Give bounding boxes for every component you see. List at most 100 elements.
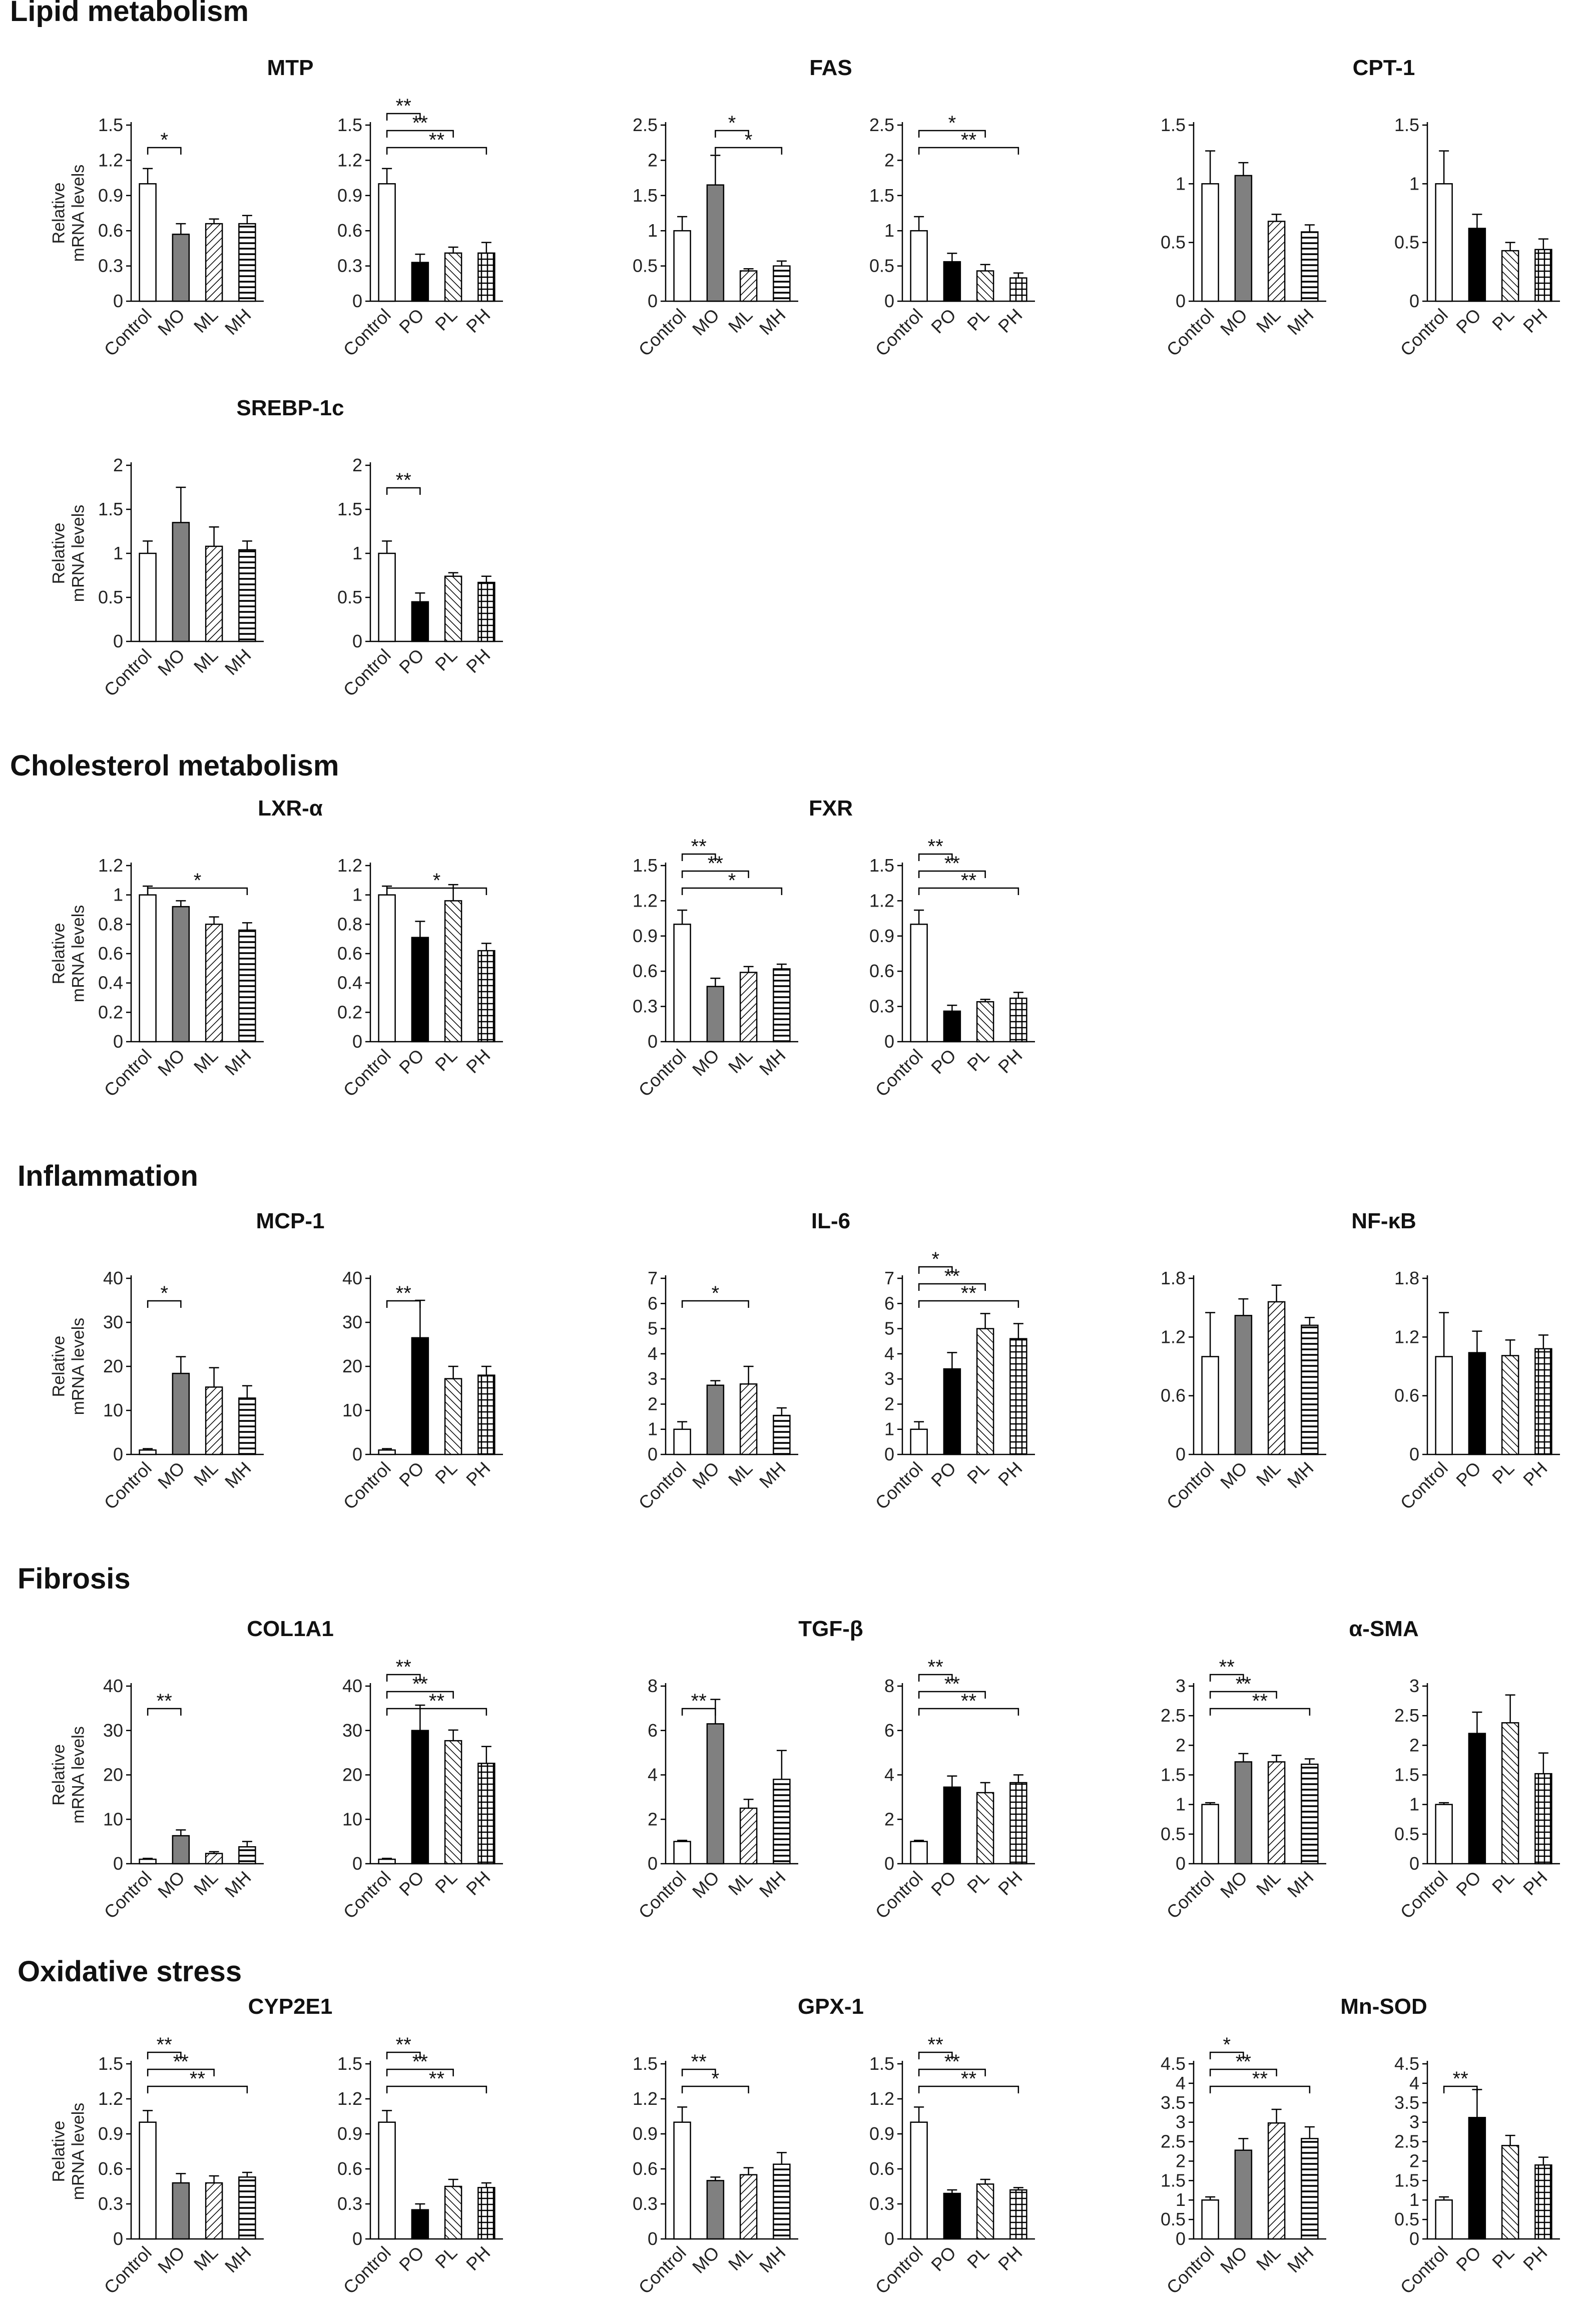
bar xyxy=(1468,2117,1486,2240)
y-tick-label: 10 xyxy=(103,1809,123,1829)
y-tick-label: 3 xyxy=(1176,1676,1186,1696)
y-tick-label: 3.5 xyxy=(1394,2092,1419,2113)
y-tick-label: 0.6 xyxy=(98,2158,123,2179)
significance-bracket: ** xyxy=(918,853,986,878)
y-axis-label-line: mRNA levels xyxy=(69,1318,88,1415)
y-tick-label: 5 xyxy=(648,1318,658,1339)
section-0: Lipid metabolism MTP 0 0.3 0.6 0.9 1.2 1.5 Relat… xyxy=(10,0,1560,700)
y-tick-label: 0 xyxy=(352,631,362,651)
significance-bracket: * xyxy=(386,870,487,895)
bar xyxy=(943,1010,961,1043)
significance-label: * xyxy=(931,1248,939,1270)
y-tick-label: 40 xyxy=(342,1268,362,1288)
significance-label: ** xyxy=(1252,2068,1268,2090)
bracket-line xyxy=(918,1300,1019,1308)
significance-label: ** xyxy=(173,2051,189,2073)
y-tick-label: 2 xyxy=(352,455,362,475)
y-tick-label: 10 xyxy=(342,1809,362,1829)
significance-label: ** xyxy=(944,1673,960,1695)
bar xyxy=(773,1414,791,1455)
y-tick-label: 20 xyxy=(342,1356,362,1376)
x-tick-label: PO xyxy=(1452,1867,1485,1900)
bar-chart: 0 10 20 30 40 Control PO PL PH ** xyxy=(339,1268,503,1513)
x-tick-label: ML xyxy=(1252,1867,1284,1899)
significance-bracket: ** xyxy=(386,1690,487,1716)
y-tick-label: 1 xyxy=(1176,1794,1186,1815)
x-tick-label: Control xyxy=(635,2242,690,2298)
bar xyxy=(477,1374,495,1455)
x-tick-label: ML xyxy=(724,1045,756,1077)
y-axis-label-line: Relative xyxy=(50,523,69,584)
significance-bracket: ** xyxy=(918,1282,1019,1308)
y-tick-label: 0.3 xyxy=(98,256,123,276)
bar xyxy=(378,1449,396,1455)
y-tick-label: 0 xyxy=(113,631,123,651)
y-tick-label: 7 xyxy=(884,1268,894,1288)
bracket-line xyxy=(681,2085,749,2093)
bar xyxy=(739,1383,758,1455)
panel-title: GPX-1 xyxy=(798,1994,864,2019)
y-tick-label: 2 xyxy=(648,1809,658,1829)
x-tick-label: MO xyxy=(688,1867,723,1902)
significance-label: ** xyxy=(928,2034,943,2056)
significance-bracket: * xyxy=(715,112,749,138)
bar xyxy=(139,1858,157,1865)
bar xyxy=(1201,1804,1219,1865)
x-tick-label: PO xyxy=(1452,305,1485,338)
y-axis-label: RelativemRNA levels xyxy=(50,1318,88,1415)
y-tick-label: 0 xyxy=(113,1031,123,1052)
x-tick-label: Control xyxy=(1163,1867,1218,1923)
y-tick-label: 1 xyxy=(1409,2189,1419,2210)
y-tick-label: 3 xyxy=(1409,1676,1419,1696)
x-tick-label: MO xyxy=(688,1458,723,1493)
panel-title: IL-6 xyxy=(811,1209,850,1233)
y-tick-label: 2 xyxy=(884,1393,894,1414)
significance-bracket: ** xyxy=(918,2068,1019,2093)
bar xyxy=(1009,1338,1027,1455)
y-axis-label-line: mRNA levels xyxy=(69,2103,88,2200)
bar xyxy=(1301,1324,1319,1455)
bracket-line xyxy=(386,887,487,895)
x-tick-label: MO xyxy=(154,2242,189,2277)
y-tick-label: 3 xyxy=(884,1368,894,1389)
x-tick-label: MO xyxy=(1216,2242,1251,2277)
y-tick-label: 0.6 xyxy=(98,943,123,964)
bar xyxy=(411,1337,429,1455)
significance-label: ** xyxy=(190,2068,205,2090)
bracket-line xyxy=(681,853,716,861)
y-tick-label: 0.5 xyxy=(869,256,894,276)
x-tick-label: ML xyxy=(190,2242,222,2274)
x-tick-label: PL xyxy=(963,1045,993,1075)
y-tick-label: 0.3 xyxy=(337,256,362,276)
y-tick-label: 2.5 xyxy=(1161,2131,1186,2152)
significance-label: * xyxy=(194,870,202,892)
x-tick-label: MH xyxy=(221,1045,255,1080)
x-tick-label: PH xyxy=(1519,305,1551,337)
y-tick-label: 0 xyxy=(352,1444,362,1464)
bar xyxy=(976,1792,994,1865)
y-tick-label: 0 xyxy=(1409,1853,1419,1874)
y-tick-label: 0 xyxy=(1176,1853,1186,1874)
x-tick-label: MH xyxy=(221,645,255,679)
x-tick-label: ML xyxy=(1252,1458,1284,1490)
bar xyxy=(477,2187,495,2240)
x-tick-label: Control xyxy=(100,1458,156,1513)
y-tick-label: 1.8 xyxy=(1161,1268,1186,1288)
significance-bracket: ** xyxy=(386,95,421,121)
x-tick-label: PH xyxy=(462,1867,494,1899)
x-tick-label: Control xyxy=(339,2242,395,2298)
significance-bracket: ** xyxy=(386,112,454,138)
bar xyxy=(1234,1315,1253,1455)
y-tick-label: 1.2 xyxy=(337,2088,362,2109)
x-tick-label: PL xyxy=(431,1867,461,1897)
y-tick-label: 0.9 xyxy=(869,2123,894,2144)
y-tick-label: 10 xyxy=(342,1400,362,1420)
y-axis-label: RelativemRNA levels xyxy=(50,2103,88,2200)
